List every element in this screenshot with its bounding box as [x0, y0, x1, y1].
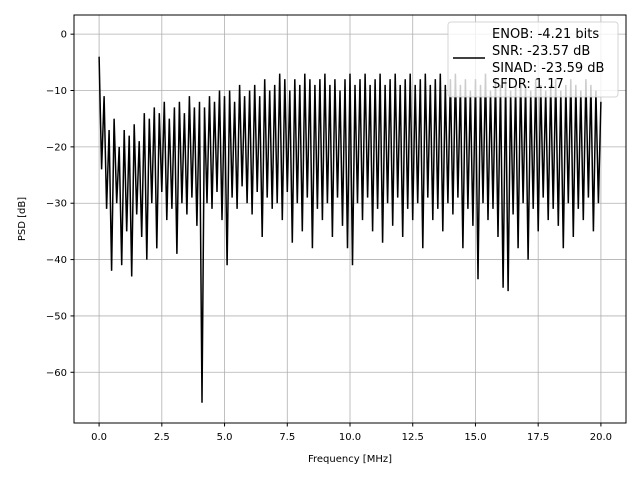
y-tick-label: 0: [61, 30, 67, 41]
legend-enob: ENOB: -4.21 bits: [492, 27, 599, 42]
y-axis-label: PSD [dB]: [17, 197, 28, 241]
y-axis: 0 −10 −20 −30 −40 −50 −60: [46, 30, 74, 379]
x-axis-label: Frequency [MHz]: [308, 454, 392, 465]
legend-sinad: SINAD: -23.59 dB: [492, 61, 604, 76]
x-tick-label: 7.5: [279, 432, 295, 443]
y-tick-label: −50: [46, 311, 67, 322]
x-tick-label: 5.0: [217, 432, 233, 443]
x-tick-label: 0.0: [91, 432, 107, 443]
x-tick-label: 15.0: [464, 432, 486, 443]
series-line-psd: [98, 56, 602, 403]
x-axis: 0.0 2.5 5.0 7.5 10.0 12.5 15.0 17.5 20.0: [91, 423, 612, 443]
x-tick-label: 17.5: [527, 432, 549, 443]
legend-box: [447, 21, 619, 98]
x-tick-label: 10.0: [339, 432, 361, 443]
x-tick-label: 20.0: [590, 432, 612, 443]
y-tick-label: −40: [46, 255, 67, 266]
legend-snr: SNR: -23.57 dB: [492, 44, 590, 59]
legend: ENOB: -4.21 bits SNR: -23.57 dB SINAD: -…: [447, 21, 619, 98]
y-tick-label: −10: [46, 86, 67, 97]
x-tick-label: 12.5: [402, 432, 424, 443]
y-tick-label: −20: [46, 142, 67, 153]
y-tick-label: −30: [46, 199, 67, 210]
y-tick-label: −60: [46, 368, 67, 379]
x-tick-label: 2.5: [154, 432, 170, 443]
series-layer: [98, 56, 602, 403]
legend-sfdr: SFDR: 1.17: [492, 77, 564, 92]
